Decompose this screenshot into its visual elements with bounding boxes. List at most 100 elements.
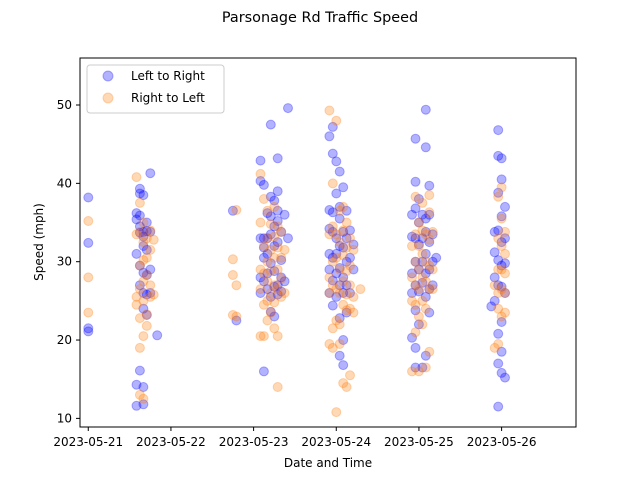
point-left-to-right <box>145 226 156 237</box>
legend-marker-right-to-left <box>102 92 114 104</box>
point-left-to-right <box>83 326 94 337</box>
point-right-to-left <box>493 233 504 244</box>
point-left-to-right <box>420 142 431 153</box>
point-left-to-right <box>493 280 504 291</box>
point-left-to-right <box>424 284 435 295</box>
point-right-to-left <box>131 291 142 302</box>
point-left-to-right <box>262 208 273 219</box>
point-right-to-left <box>255 284 266 295</box>
point-left-to-right <box>334 166 345 177</box>
point-left-to-right <box>134 260 145 271</box>
point-right-to-left <box>327 221 338 232</box>
point-right-to-left <box>134 260 145 271</box>
point-right-to-left <box>338 225 349 236</box>
point-left-to-right <box>262 248 273 259</box>
point-right-to-left <box>262 256 273 267</box>
point-right-to-left <box>258 299 269 310</box>
point-right-to-left <box>420 362 431 373</box>
point-left-to-right <box>489 226 500 237</box>
point-right-to-left <box>138 276 149 287</box>
point-left-to-right <box>500 258 510 269</box>
point-right-to-left <box>262 276 273 287</box>
point-left-to-right <box>324 264 335 275</box>
point-left-to-right <box>500 233 510 244</box>
point-right-to-left <box>413 311 424 322</box>
x-tick-label: 2023-05-24 <box>301 435 371 449</box>
y-tick-label: 40 <box>57 176 72 190</box>
point-right-to-left <box>410 229 421 240</box>
point-right-to-left <box>269 280 280 291</box>
point-left-to-right <box>131 208 142 219</box>
point-left-to-right <box>338 288 349 298</box>
point-left-to-right <box>413 319 424 330</box>
point-left-to-right <box>338 272 349 283</box>
point-left-to-right <box>500 201 510 212</box>
point-right-to-left <box>348 244 359 255</box>
point-left-to-right <box>410 305 421 316</box>
point-right-to-left <box>131 299 142 310</box>
point-right-to-left <box>265 288 276 298</box>
point-right-to-left <box>265 266 276 277</box>
point-left-to-right <box>141 244 152 255</box>
point-right-to-left <box>348 291 359 302</box>
point-left-to-right <box>334 350 345 361</box>
point-left-to-right <box>345 225 355 236</box>
point-left-to-right <box>493 187 504 198</box>
point-left-to-right <box>331 291 342 302</box>
point-left-to-right <box>141 226 152 237</box>
point-right-to-left <box>269 201 280 212</box>
point-right-to-left <box>324 272 335 283</box>
point-left-to-right <box>138 399 149 410</box>
point-right-to-left <box>334 339 345 349</box>
point-left-to-right <box>134 210 145 221</box>
point-left-to-right <box>424 180 435 191</box>
point-right-to-left <box>496 241 507 251</box>
legend-label-right-to-left: Right to Left <box>131 91 205 105</box>
point-left-to-right <box>341 205 352 216</box>
point-right-to-left <box>134 226 145 237</box>
point-left-to-right <box>424 264 435 275</box>
point-left-to-right <box>265 211 276 222</box>
point-left-to-right <box>269 241 280 251</box>
point-left-to-right <box>341 233 352 244</box>
point-left-to-right <box>496 174 507 185</box>
y-axis-label: Speed (mph) <box>32 203 46 281</box>
point-left-to-right <box>331 156 342 167</box>
point-left-to-right <box>83 237 94 248</box>
point-right-to-left <box>338 378 349 389</box>
point-right-to-left <box>272 382 283 392</box>
point-left-to-right <box>331 248 342 259</box>
point-right-to-left <box>348 307 359 318</box>
y-axis-ticks: 10 20 30 40 50 <box>57 98 80 425</box>
point-right-to-left <box>420 256 431 267</box>
point-left-to-right <box>255 233 266 244</box>
point-right-to-left <box>493 288 504 298</box>
point-right-to-left <box>131 229 142 240</box>
point-right-to-left <box>83 272 94 283</box>
point-right-to-left <box>134 389 145 400</box>
point-right-to-left <box>331 315 342 326</box>
point-left-to-right <box>334 241 345 251</box>
point-left-to-right <box>141 217 152 228</box>
point-right-to-left <box>331 284 342 295</box>
point-right-to-left <box>493 303 504 314</box>
point-right-to-left <box>279 288 290 298</box>
point-left-to-right <box>272 186 283 197</box>
point-right-to-left <box>338 276 349 287</box>
point-right-to-left <box>420 303 431 314</box>
point-left-to-right <box>272 289 283 300</box>
point-right-to-left <box>407 295 417 306</box>
point-right-to-left <box>138 295 149 306</box>
point-right-to-left <box>424 346 435 357</box>
point-left-to-right <box>345 252 355 263</box>
point-right-to-left <box>262 315 273 326</box>
point-right-to-left <box>272 221 283 232</box>
point-right-to-left <box>413 284 424 295</box>
point-right-to-left <box>141 309 152 320</box>
legend-marker-left-to-right <box>102 70 114 82</box>
point-right-to-left <box>324 229 335 240</box>
point-left-to-right <box>407 231 417 242</box>
point-right-to-left <box>410 256 421 267</box>
point-right-to-left <box>417 272 428 283</box>
point-left-to-right <box>334 263 345 273</box>
